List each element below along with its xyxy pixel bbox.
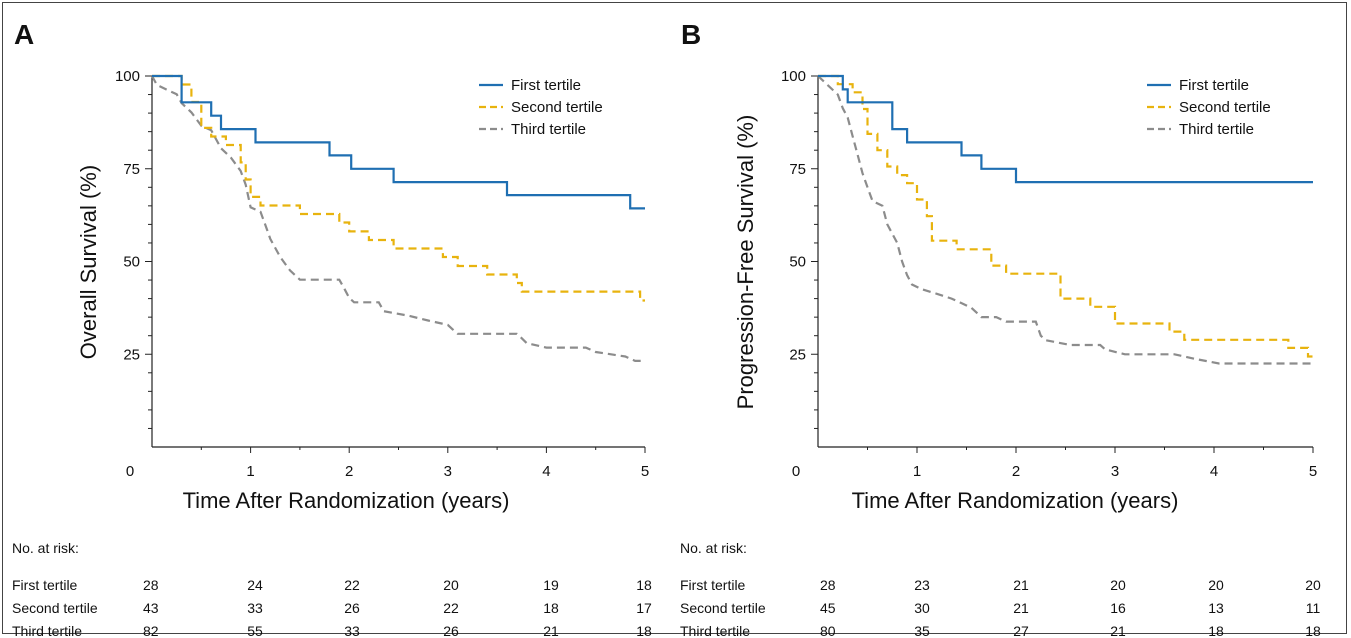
panel-a-risk-value: 24 xyxy=(247,577,263,593)
panel-b-risk-value: 13 xyxy=(1208,600,1224,616)
panel-a-letter: A xyxy=(14,19,34,50)
panel-b-risk-table: No. at risk: First tertile 28 23 21 20 20 20 Se… xyxy=(680,540,1321,638)
panel-a-risk-value: 18 xyxy=(636,623,652,638)
panel-a-series-third-tertile-curve xyxy=(151,75,645,362)
panel-b-x-tick-label: 4 xyxy=(1210,463,1218,480)
panel-b-risk-row-label: Third tertile xyxy=(680,623,750,638)
panel-a-risk-value: 21 xyxy=(543,623,559,638)
panel-b-legend-label: Second tertile xyxy=(1179,99,1271,116)
panel-a-risk-value: 18 xyxy=(543,600,559,616)
panel-a-x-tick-label: 4 xyxy=(542,463,550,480)
panel-a-risk-value: 26 xyxy=(344,600,360,616)
panel-a-legend-label: First tertile xyxy=(511,77,581,94)
panel-a-plot: 25 50 75 100 0 1 2 3 4 5 xyxy=(115,68,649,480)
panel-b-series-first-tertile-curve xyxy=(818,74,1313,184)
panel-a-risk-value: 17 xyxy=(636,600,652,616)
panel-a-risk-title: No. at risk: xyxy=(12,540,79,556)
panel-b-legend-label: First tertile xyxy=(1179,77,1249,94)
panel-a-series-second-tertile-curve xyxy=(152,74,645,302)
panel-a-risk-table: No. at risk: First tertile 28 24 22 20 19 18 Se… xyxy=(12,540,652,638)
panel-b-risk-row-label: First tertile xyxy=(680,577,746,593)
panel-b-risk-value: 20 xyxy=(1208,577,1224,593)
panel-a-risk-value: 18 xyxy=(636,577,652,593)
panel-a-legend-label: Third tertile xyxy=(511,121,586,138)
panel-b-x-tick-label: 3 xyxy=(1111,463,1119,480)
panel-b-y-tick-label: 25 xyxy=(789,346,806,363)
panel-a-y-tick-label: 50 xyxy=(123,254,140,271)
panel-b-ylabel: Progression-Free Survival (%) xyxy=(733,115,758,410)
panel-b-risk-value: 18 xyxy=(1208,623,1224,638)
panel-b-risk-value: 28 xyxy=(820,577,836,593)
panel-b-risk-value: 20 xyxy=(1110,577,1126,593)
panel-b-series-third-tertile-curve xyxy=(817,75,1313,365)
panel-b-series-second-tertile-curve xyxy=(818,74,1313,358)
panel-b-risk-value: 45 xyxy=(820,600,836,616)
panel-a-x-tick-label: 5 xyxy=(641,463,649,480)
panel-b-x-tick-label: 5 xyxy=(1309,463,1317,480)
panel-b-x-tick-label: 0 xyxy=(792,463,800,480)
panel-a-risk-value: 22 xyxy=(443,600,459,616)
panel-a-risk-value: 33 xyxy=(344,623,360,638)
panel-b-risk-value: 11 xyxy=(1306,600,1321,616)
panel-b-y-tick-label: 50 xyxy=(789,254,806,271)
panel-a-risk-value: 43 xyxy=(143,600,159,616)
panel-b-risk-title: No. at risk: xyxy=(680,540,747,556)
panel-a-risk-value: 33 xyxy=(247,600,263,616)
panel-b-risk-value: 21 xyxy=(1013,600,1029,616)
panel-a-y-tick-label: 25 xyxy=(123,346,140,363)
panel-a-risk-value: 82 xyxy=(143,623,159,638)
panel-a-x-tick-label: 3 xyxy=(444,463,452,480)
panel-a-legend: First tertile Second tertile Third tertile xyxy=(479,77,603,138)
panel-b-risk-value: 20 xyxy=(1305,577,1321,593)
panel-a-risk-row-label: Second tertile xyxy=(12,600,98,616)
panel-a: A Overall Survival (%) Time After Random… xyxy=(12,19,652,638)
panel-a-y-tick-label: 100 xyxy=(115,68,140,85)
panel-a-risk-value: 19 xyxy=(543,577,559,593)
panel-a-risk-value: 22 xyxy=(344,577,360,593)
panel-b-risk-value: 21 xyxy=(1110,623,1126,638)
panel-a-risk-row-label: Third tertile xyxy=(12,623,82,638)
panel-b-risk-value: 80 xyxy=(820,623,836,638)
panel-a-x-tick-label: 2 xyxy=(345,463,353,480)
panel-b-y-tick-label: 75 xyxy=(789,161,806,178)
panel-a-risk-row-label: First tertile xyxy=(12,577,78,593)
panel-b-legend-label: Third tertile xyxy=(1179,121,1254,138)
panel-a-legend-label: Second tertile xyxy=(511,99,603,116)
panel-a-series-first-tertile-curve xyxy=(152,74,645,210)
panel-b-risk-value: 16 xyxy=(1110,600,1126,616)
panel-b-risk-value: 27 xyxy=(1013,623,1029,638)
panel-b-y-tick-label: 100 xyxy=(781,68,806,85)
panel-b-risk-row-label: Second tertile xyxy=(680,600,766,616)
panel-a-risk-value: 26 xyxy=(443,623,459,638)
panel-b-risk-value: 35 xyxy=(914,623,930,638)
panel-b-x-tick-label: 2 xyxy=(1012,463,1020,480)
panel-a-x-tick-label: 0 xyxy=(126,463,134,480)
panel-b-xlabel: Time After Randomization (years) xyxy=(852,488,1179,513)
panel-a-ylabel: Overall Survival (%) xyxy=(76,165,101,359)
panel-a-y-tick-label: 75 xyxy=(123,161,140,178)
panel-b-risk-value: 18 xyxy=(1305,623,1321,638)
panel-b-legend: First tertile Second tertile Third tertile xyxy=(1147,77,1271,138)
panel-b-risk-value: 23 xyxy=(914,577,930,593)
panel-a-risk-value: 28 xyxy=(143,577,159,593)
panel-b-plot: 25 50 75 100 0 1 2 3 4 5 xyxy=(781,68,1317,480)
panel-b-risk-value: 21 xyxy=(1013,577,1029,593)
panel-b-letter: B xyxy=(681,19,701,50)
panel-a-risk-value: 55 xyxy=(247,623,263,638)
panel-a-risk-value: 20 xyxy=(443,577,459,593)
panel-b-x-tick-label: 1 xyxy=(913,463,921,480)
panel-b: B Progression-Free Survival (%) Time Aft… xyxy=(680,19,1321,638)
panel-b-risk-value: 30 xyxy=(914,600,930,616)
panel-a-xlabel: Time After Randomization (years) xyxy=(183,488,510,513)
panel-a-x-tick-label: 1 xyxy=(246,463,254,480)
